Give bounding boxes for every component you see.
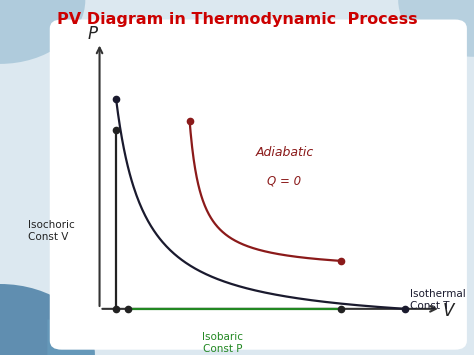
Text: PV Diagram in Thermodynamic  Process: PV Diagram in Thermodynamic Process bbox=[57, 12, 417, 27]
FancyBboxPatch shape bbox=[50, 20, 467, 350]
Text: P: P bbox=[87, 25, 98, 43]
Text: Isochoric
Const V: Isochoric Const V bbox=[28, 220, 75, 241]
Wedge shape bbox=[47, 320, 95, 355]
Wedge shape bbox=[0, 284, 95, 355]
Text: Adiabatic: Adiabatic bbox=[255, 146, 313, 159]
Text: Isothermal
Const T: Isothermal Const T bbox=[410, 289, 466, 311]
Text: Isobaric
Const P: Isobaric Const P bbox=[202, 332, 243, 354]
Text: Q = 0: Q = 0 bbox=[267, 175, 301, 187]
Wedge shape bbox=[0, 0, 85, 64]
Text: V: V bbox=[442, 302, 454, 320]
Wedge shape bbox=[398, 0, 474, 57]
